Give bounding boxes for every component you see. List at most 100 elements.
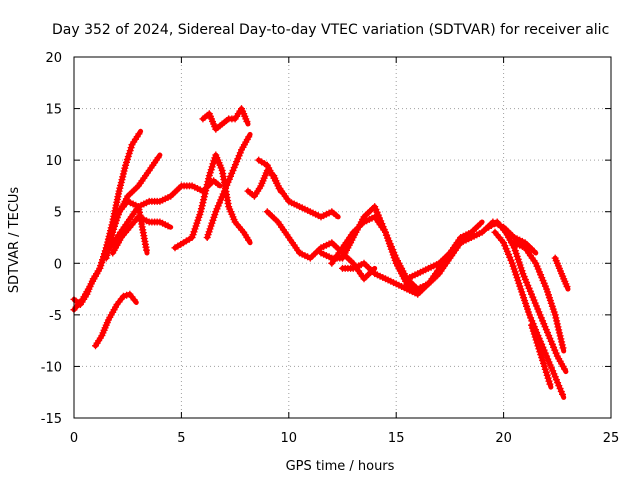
data-point-marker [554, 323, 562, 331]
x-tick-label: 10 [281, 431, 298, 446]
data-point-marker [544, 329, 551, 336]
data-point-marker [204, 178, 212, 186]
chart-title: Day 352 of 2024, Sidereal Day-to-day VTE… [52, 22, 609, 38]
data-point-marker [200, 196, 208, 204]
data-point-marker [202, 187, 210, 195]
data-point-marker [124, 153, 132, 160]
data-point-marker [559, 344, 567, 352]
data-point-marker [537, 314, 545, 322]
x-tick-label: 15 [388, 431, 405, 446]
data-point-marker [213, 205, 221, 213]
plot-frame [73, 56, 612, 419]
data-point-marker [541, 323, 549, 331]
data-point-marker [553, 320, 561, 328]
data-point-marker [548, 340, 556, 348]
data-point-marker [505, 250, 512, 258]
data-point-marker [535, 345, 543, 353]
data-point-marker [236, 149, 244, 157]
data-point-marker [130, 296, 138, 304]
data-point-marker [555, 329, 563, 337]
data-point-marker [544, 374, 552, 382]
series-arc-9 [203, 131, 253, 241]
data-point-marker [206, 169, 214, 177]
data-point-marker [112, 217, 120, 225]
y-tick-label: 5 [54, 206, 62, 221]
axis-ticks: 0 5 10 15 20 25 -15 -10 -5 0 5 10 15 20 [41, 51, 620, 446]
series-arc-16 [403, 218, 539, 283]
data-point-marker [143, 246, 150, 254]
data-point-marker [200, 193, 208, 201]
data-point-marker [546, 380, 554, 388]
data-point-marker [561, 365, 568, 373]
data-point-marker [551, 346, 559, 354]
y-tick-label: -15 [41, 412, 62, 427]
data-point-marker [119, 292, 127, 300]
data-point-marker [231, 161, 239, 169]
data-point-marker [539, 357, 547, 364]
data-point-marker [197, 205, 205, 213]
data-point-marker [520, 273, 528, 280]
data-point-marker [220, 187, 228, 195]
series-arc-2 [70, 152, 163, 314]
data-point-marker [245, 133, 253, 141]
series-arc-21 [551, 254, 571, 292]
series-arc-11 [255, 156, 341, 221]
data-point-marker [203, 181, 211, 189]
series-arc-8 [199, 105, 251, 133]
data-point-marker [154, 154, 162, 162]
data-point-marker [523, 278, 531, 286]
grid-lines [74, 57, 611, 418]
series-arc-20 [528, 321, 554, 390]
data-point-marker [110, 225, 118, 233]
data-point-marker [556, 332, 564, 340]
data-point-marker [530, 330, 538, 338]
data-point-marker [214, 180, 222, 188]
y-tick-label: 10 [45, 154, 62, 169]
data-point-marker [114, 211, 122, 219]
series-arc-17 [485, 218, 569, 375]
data-point-marker [551, 373, 559, 381]
data-point-marker [542, 368, 550, 376]
data-point-marker [528, 324, 536, 332]
data-point-marker [197, 208, 205, 216]
data-point-marker [126, 147, 134, 155]
data-point-marker [332, 211, 340, 219]
data-point-marker [543, 352, 551, 360]
data-point-marker [525, 284, 533, 292]
data-point-marker [476, 220, 484, 228]
data-point-marker [537, 351, 545, 359]
data-point-marker [205, 175, 213, 183]
data-point-marker [164, 222, 172, 230]
series-arc-19 [510, 239, 567, 354]
data-point-marker [203, 184, 210, 192]
x-tick-label: 20 [495, 431, 512, 446]
data-point-marker [245, 236, 252, 244]
data-point-marker [208, 163, 216, 171]
data-point-marker [528, 290, 535, 298]
data-point-marker [198, 202, 206, 210]
data-point-marker [557, 335, 565, 343]
data-point-marker [229, 167, 237, 174]
y-tick-label: -5 [49, 309, 62, 324]
data-point-marker [559, 390, 566, 398]
series-arc-3 [92, 290, 139, 350]
data-point-marker [540, 362, 548, 370]
data-point-marker [556, 385, 564, 392]
data-point-marker [234, 155, 242, 163]
data-point-marker [135, 130, 143, 138]
data-point-marker [530, 247, 538, 255]
y-tick-label: -10 [41, 360, 62, 375]
y-tick-label: 20 [45, 51, 62, 66]
x-axis-label: GPS time / hours [286, 459, 395, 474]
data-point-marker [527, 314, 535, 322]
data-point-marker [563, 283, 571, 290]
data-point-marker [554, 379, 562, 387]
data-point-marker [218, 193, 226, 201]
y-tick-label: 15 [45, 103, 62, 118]
data-point-marker [545, 358, 553, 366]
x-tick-label: 5 [177, 431, 185, 446]
data-point-marker [535, 308, 543, 316]
series-arc-6 [109, 213, 174, 257]
data-point-marker [123, 158, 130, 166]
